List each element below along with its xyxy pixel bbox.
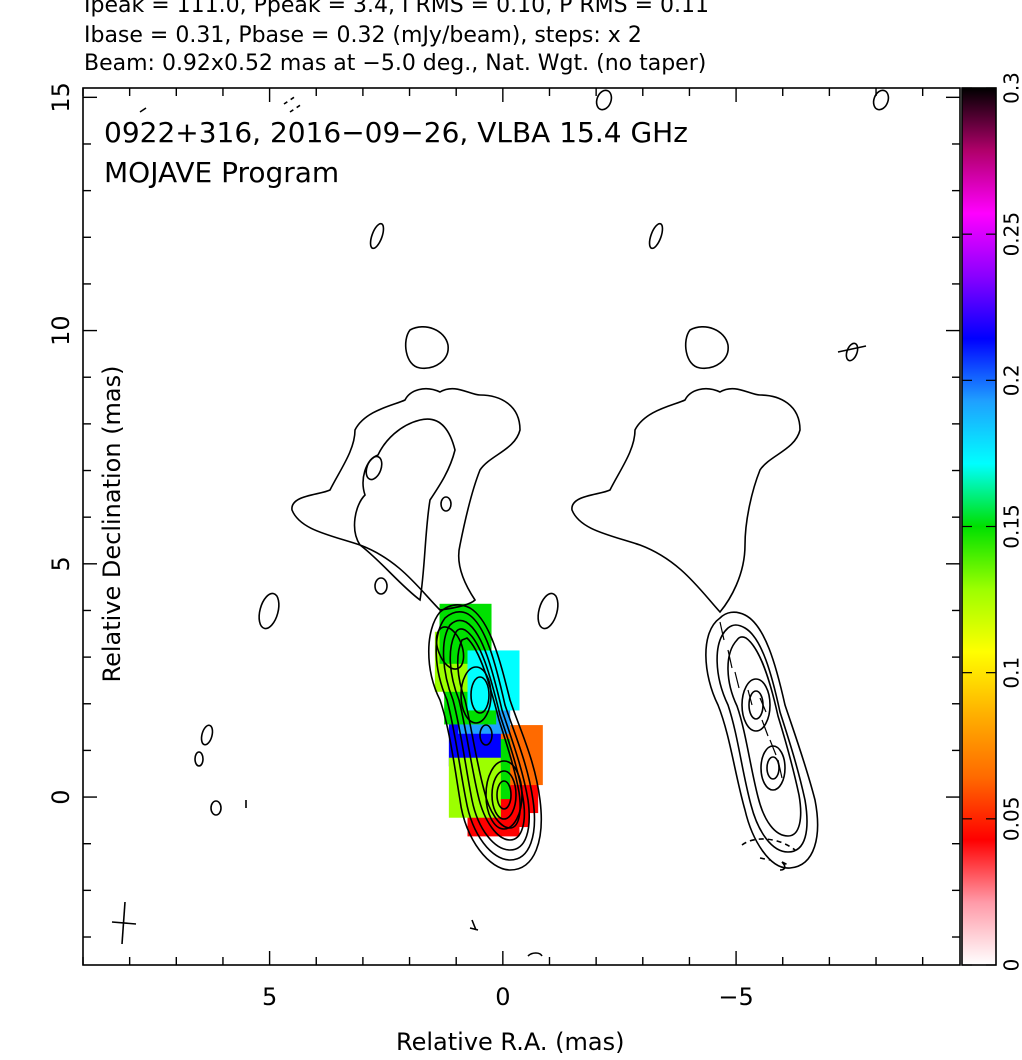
colorbar-ticks: [962, 87, 996, 966]
contour-knot-c: [470, 676, 490, 714]
y-ticks: [83, 96, 960, 938]
colorbar-label: 0.15: [1000, 504, 1022, 549]
contour-core-right-1: [760, 745, 786, 791]
contour-core-2: [491, 770, 517, 820]
contour-blob-6: [369, 222, 385, 250]
x-tick-labels: 5 0 −5: [262, 983, 754, 1011]
contour-outer-left: [291, 387, 521, 611]
contour-dash-2: [139, 107, 147, 113]
contour-small-2: [527, 952, 543, 957]
contour-blob-11: [194, 751, 204, 767]
contour-outer-right: [571, 387, 801, 614]
contour-core-right-2: [766, 756, 780, 780]
contour-blob-5: [440, 496, 452, 512]
contour-jet-2: [435, 611, 536, 861]
x-ticks: [82, 88, 924, 965]
x-tick-label: 0: [495, 983, 510, 1011]
plot-frame: [82, 87, 961, 966]
contour-jet-1: [427, 603, 542, 871]
contour-small-3: [779, 861, 786, 871]
contour-cloud-top-left: [404, 326, 449, 370]
colorbar: 0 0.05 0.1 0.15 0.2 0.25 0.3: [961, 72, 1022, 971]
contour-knot-right-a: [741, 678, 771, 732]
contour-blob-1: [258, 592, 280, 630]
contour-blob-9: [872, 89, 890, 111]
chart-title: 0922+316, 2016−09−26, VLBA 15.4 GHz: [104, 116, 688, 149]
colorbar-label: 0: [1000, 959, 1022, 972]
contour-blob-7: [648, 222, 664, 250]
colorbar-label: 0.2: [1000, 364, 1022, 396]
contour-knot-a: [435, 626, 465, 670]
y-axis-label: Relative Declination (mas): [98, 365, 126, 683]
colorbar-label: 0.1: [1000, 657, 1022, 689]
contour-knot-right-b: [748, 690, 764, 720]
beam-marker: [111, 901, 137, 945]
colorbar-label: 0.25: [1000, 212, 1022, 257]
x-tick-label: 5: [262, 983, 277, 1011]
chart-subtitle: MOJAVE Program: [104, 156, 340, 189]
contour-jet-4: [449, 628, 526, 841]
contour-blob-4: [374, 577, 388, 595]
y-tick-label: 15: [47, 82, 75, 113]
y-tick-labels: 0 5 10 15: [47, 82, 75, 805]
contour-small-1: [469, 919, 479, 931]
contour-jet-3: [442, 619, 530, 851]
contour-blob-2: [537, 592, 559, 630]
contour-blob-8: [595, 89, 613, 111]
header-line-1: Ipeak = 111.0, Ppeak = 3.4, I RMS = 0.10…: [84, 0, 709, 18]
contour-blob-right-1: [845, 342, 859, 362]
contour-jet-right-3: [727, 636, 802, 837]
y-tick-label: 10: [47, 315, 75, 346]
x-axis-label: Relative R.A. (mas): [396, 1028, 625, 1056]
contour-inner-left: [353, 418, 456, 602]
contour-blob-10: [200, 724, 214, 746]
contour-dash-1: [283, 95, 303, 113]
header-line-3: Beam: 0.92x0.52 mas at −5.0 deg., Nat. W…: [84, 51, 707, 76]
contour-blob-3: [365, 455, 383, 481]
contour-cloud-top-right: [684, 326, 729, 370]
contour-blob-right-2: [837, 345, 867, 353]
contour-jet-right-2: [716, 624, 808, 853]
colorbar-label: 0.05: [1000, 797, 1022, 842]
colorbar-label: 0.3: [1000, 72, 1022, 104]
contour-jet-right-1: [705, 611, 819, 869]
contour-core-3: [496, 780, 512, 810]
contour-knot-b: [460, 666, 492, 724]
y-tick-label: 5: [47, 556, 75, 571]
evpa-ticks-right: [719, 621, 783, 779]
header-line-2: Ibase = 0.31, Pbase = 0.32 (mJy/beam), s…: [84, 23, 642, 48]
colorbar-labels: 0 0.05 0.1 0.15 0.2 0.25 0.3: [1000, 72, 1022, 971]
y-tick-label: 0: [47, 789, 75, 804]
contour-blob-12: [210, 800, 222, 816]
contour-knot-d: [479, 724, 493, 746]
x-tick-label: −5: [718, 983, 753, 1011]
contour-core-1: [485, 760, 523, 830]
contour-layer: [139, 89, 890, 957]
